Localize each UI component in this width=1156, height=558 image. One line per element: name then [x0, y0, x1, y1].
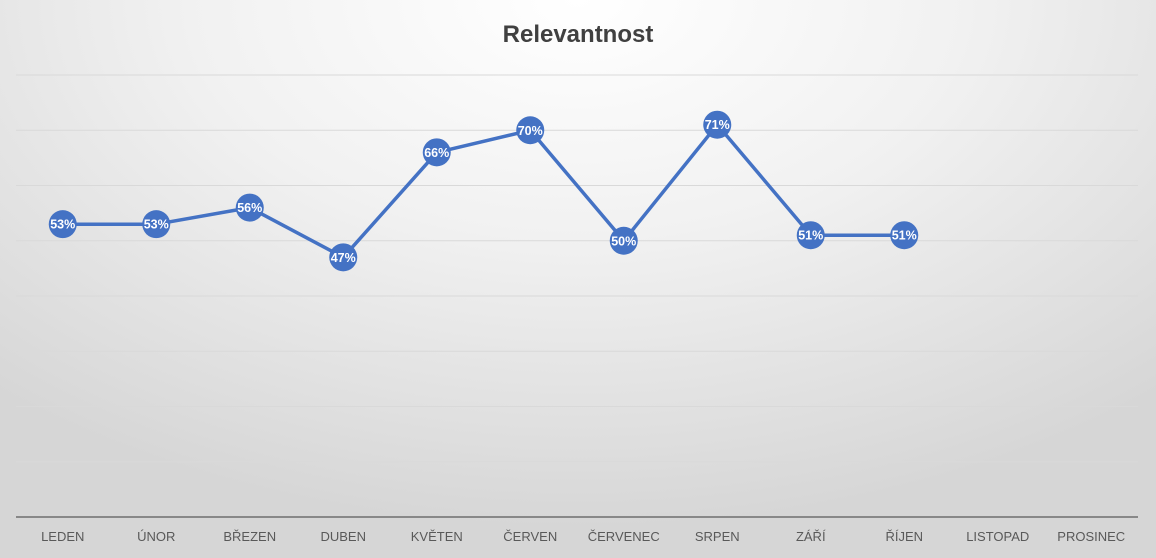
- x-tick-label: BŘEZEN: [223, 529, 276, 544]
- chart-title: Relevantnost: [503, 21, 654, 48]
- x-tick-label: ŘÍJEN: [885, 529, 923, 544]
- x-tick-label: KVĚTEN: [411, 529, 463, 544]
- series-line: [61, 122, 907, 260]
- x-tick-label: ZÁŘÍ: [796, 529, 826, 544]
- data-point: [329, 243, 358, 272]
- data-label: 51%: [798, 229, 823, 243]
- x-axis: LEDEN ÚNOR BŘEZEN DUBEN KVĚTEN ČERVEN ČERVENEC…: [16, 516, 1138, 544]
- data-point: [796, 221, 825, 250]
- data-label: 71%: [705, 118, 730, 132]
- data-label: 53%: [144, 218, 169, 232]
- x-tick-label: ČERVENEC: [588, 529, 660, 544]
- x-tick-label: ČERVEN: [503, 529, 557, 544]
- data-label: 66%: [424, 146, 449, 160]
- data-label: 50%: [611, 234, 636, 248]
- data-label: 70%: [518, 124, 543, 138]
- data-points: 53% 53% 56% 47% 66% 70% 50% 71% 51% 51%: [48, 110, 919, 272]
- x-tick-label: ÚNOR: [137, 529, 175, 544]
- data-point: [890, 221, 919, 250]
- x-tick-label: LEDEN: [41, 529, 84, 544]
- data-point: [609, 226, 638, 255]
- gridlines: [16, 74, 1138, 463]
- data-point: [516, 116, 545, 145]
- data-point: [48, 210, 77, 239]
- data-label: 47%: [331, 251, 356, 265]
- x-tick-label: DUBEN: [320, 529, 366, 544]
- data-label: 56%: [237, 201, 262, 215]
- x-tick-label: PROSINEC: [1057, 529, 1125, 544]
- data-point: [703, 110, 732, 139]
- data-point: [235, 193, 264, 222]
- data-point: [142, 210, 171, 239]
- series-line-group: [61, 122, 907, 260]
- data-point: [422, 138, 451, 167]
- x-tick-label: LISTOPAD: [966, 529, 1029, 544]
- x-tick-label: SRPEN: [695, 529, 740, 544]
- data-label: 51%: [892, 229, 917, 243]
- data-label: 53%: [50, 218, 75, 232]
